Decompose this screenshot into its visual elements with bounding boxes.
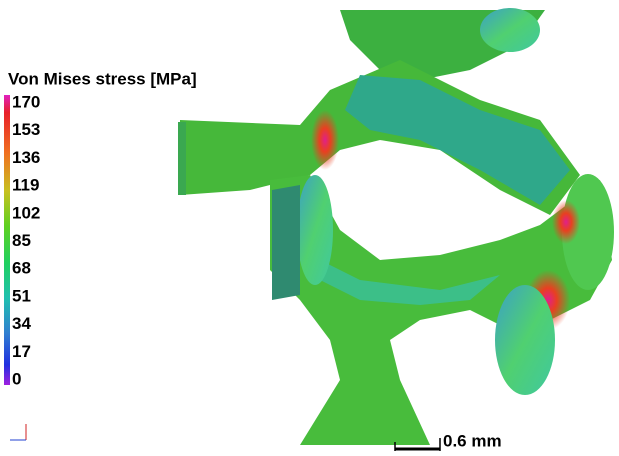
colorbar-tick-label: 136: [12, 148, 40, 167]
colorbar-tick-label: 17: [12, 342, 31, 361]
colorbar-tick-label: 119: [12, 176, 39, 195]
colorbar: [4, 95, 10, 385]
axis-triad: [10, 424, 26, 440]
colorbar-tick-label: 0: [12, 369, 21, 388]
scale-bar-label: 0.6 mm: [443, 431, 502, 450]
colorbar-tick-label: 51: [12, 286, 31, 305]
lattice-structure: [178, 8, 614, 445]
figure: Von Mises stress [MPa] 17015313611910285…: [0, 0, 619, 456]
colorbar-tick-label: 170: [12, 92, 40, 111]
colorbar-tick-label: 68: [12, 259, 31, 278]
colorbar-tick-label: 102: [12, 203, 40, 222]
page: {"legend": {"title": "Von Mises stress […: [0, 0, 619, 456]
colorbar-tick-label: 153: [12, 120, 40, 139]
colorbar-tick-label: 34: [12, 314, 31, 333]
colorbar-tick-label: 85: [12, 231, 31, 250]
legend-title: Von Mises stress [MPa]: [8, 69, 197, 88]
